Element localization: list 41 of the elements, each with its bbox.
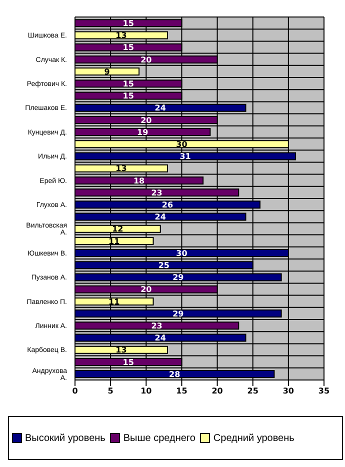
x-tick-label: 30: [282, 386, 294, 396]
data-label: 13: [116, 346, 127, 355]
data-label: 15: [122, 43, 134, 52]
data-label: 25: [158, 261, 170, 270]
legend-label: Выше среднего: [123, 432, 196, 444]
data-label: 15: [122, 92, 134, 101]
data-label: 15: [122, 19, 134, 28]
data-label: 30: [176, 140, 188, 149]
data-label: 12: [112, 224, 124, 234]
data-label: 31: [180, 152, 192, 162]
data-label: 13: [116, 31, 127, 40]
data-label: 18: [133, 176, 146, 186]
data-label: 13: [116, 164, 127, 174]
legend-label: Средний уровень: [213, 432, 294, 444]
data-label: 24: [154, 334, 166, 343]
data-label: 11: [108, 297, 120, 306]
x-tick-label: 10: [140, 386, 152, 396]
x-tick-label: 25: [247, 386, 259, 396]
data-label: 11: [108, 236, 120, 246]
data-label: 24: [154, 212, 166, 222]
data-label: 9: [104, 67, 110, 76]
data-label: 24: [154, 104, 166, 113]
data-label: 20: [140, 55, 152, 64]
data-label: 19: [137, 128, 149, 137]
data-label: 23: [151, 322, 162, 330]
x-tick-label: 5: [108, 386, 114, 396]
x-tick-label: 35: [318, 386, 330, 396]
data-label: 15: [122, 80, 134, 88]
x-tick-label: 20: [212, 386, 224, 396]
data-label: 29: [172, 273, 184, 282]
data-label: 20: [140, 116, 152, 125]
x-tick-label: 15: [176, 386, 188, 396]
x-tick-label: 0: [72, 386, 78, 396]
data-label: 28: [169, 370, 181, 379]
data-label: 30: [176, 248, 188, 258]
data-label: 26: [162, 200, 174, 210]
data-label: 23: [151, 188, 162, 198]
data-label: 29: [172, 309, 184, 318]
legend-label: Высокий уровень: [25, 432, 106, 444]
data-label: 20: [140, 285, 152, 294]
data-label: 15: [122, 358, 134, 367]
